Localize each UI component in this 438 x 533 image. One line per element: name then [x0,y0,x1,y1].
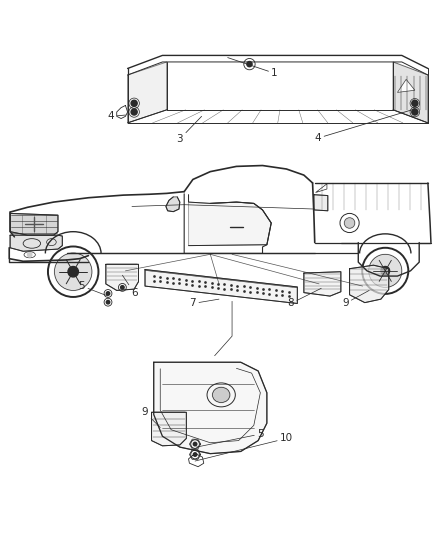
Circle shape [120,286,124,289]
Polygon shape [350,265,389,303]
Polygon shape [145,270,297,303]
Polygon shape [393,62,428,123]
Text: 10: 10 [195,433,293,461]
Text: 1: 1 [228,58,278,78]
Text: 4: 4 [108,111,125,122]
Polygon shape [106,264,138,290]
Text: 6: 6 [122,275,138,297]
Polygon shape [314,195,328,211]
Polygon shape [127,62,167,123]
Circle shape [369,254,402,287]
Ellipse shape [212,387,230,402]
Text: 5: 5 [196,429,264,447]
Circle shape [106,301,110,304]
Polygon shape [10,235,62,251]
Circle shape [68,266,78,277]
Polygon shape [188,195,271,246]
Polygon shape [152,413,186,446]
Text: 3: 3 [177,116,201,144]
Circle shape [54,253,92,290]
Polygon shape [10,213,58,235]
Circle shape [131,100,137,107]
Text: 4: 4 [315,109,415,143]
Text: 5: 5 [78,281,108,296]
Polygon shape [166,197,180,212]
Circle shape [412,109,418,115]
Polygon shape [316,184,327,192]
Circle shape [381,266,390,275]
Text: 9: 9 [142,407,160,427]
Circle shape [412,100,418,107]
Circle shape [193,453,197,456]
Circle shape [344,218,355,228]
Circle shape [247,61,252,67]
Text: 8: 8 [287,288,321,309]
Circle shape [193,442,197,446]
Text: 9: 9 [342,290,369,309]
Circle shape [131,109,137,115]
Polygon shape [154,362,267,454]
Polygon shape [397,79,415,92]
Text: 7: 7 [190,298,219,309]
Circle shape [106,292,110,295]
Circle shape [28,253,32,257]
Polygon shape [304,272,341,296]
